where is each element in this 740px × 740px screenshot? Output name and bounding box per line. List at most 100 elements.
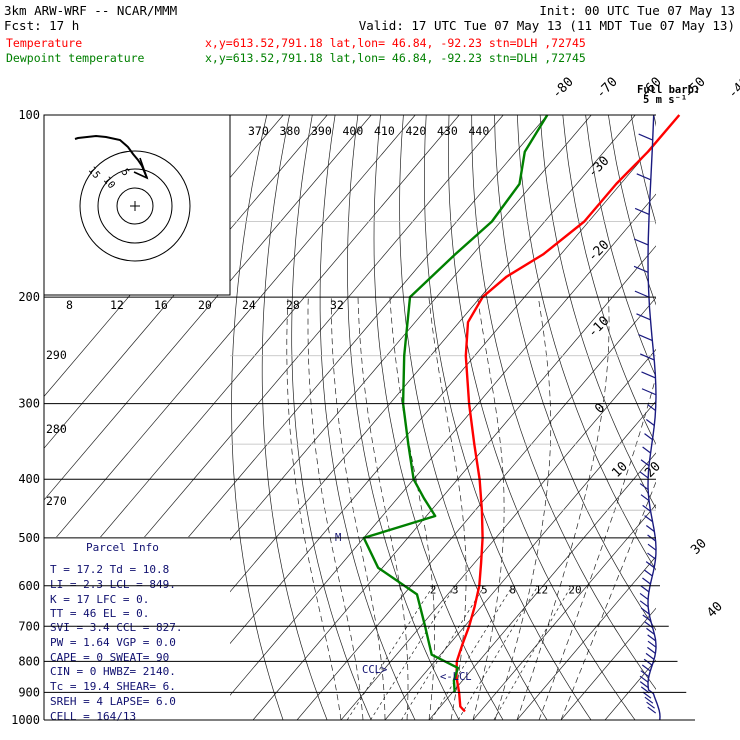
wind-barb-flag — [647, 543, 657, 551]
dry-adiabat-line — [231, 115, 284, 720]
mixing-ratio-line — [346, 585, 434, 720]
moist-adiabat-line — [307, 297, 364, 720]
isotherm-label: 40 — [704, 599, 726, 621]
temperature-location-info: x,y=613.52,791.18 lat,lon= 46.84, -92.23… — [205, 36, 586, 50]
isotherm-label: -70 — [593, 75, 620, 102]
dry-adiabat-line — [373, 115, 504, 720]
isotherm-line — [516, 555, 656, 720]
wind-barb-flag — [639, 483, 649, 491]
wind-barb-flag — [638, 334, 653, 342]
isotherm-label: 10 — [609, 459, 631, 481]
parcel-row: SREH = 4 LAPSE= 6.0 — [50, 695, 176, 708]
parcel-row: PW = 1.64 VGP = 0.0 — [50, 636, 176, 649]
hodograph-ring — [116, 187, 154, 225]
isotherm-line — [44, 115, 460, 605]
dry-adiabat-line — [319, 115, 416, 720]
hodograph-trace-end — [133, 157, 149, 180]
dry-adiabat-line — [261, 115, 328, 720]
dry-adiabat-line — [494, 115, 656, 631]
isotherm-line — [44, 115, 372, 501]
parcel-row: K = 17 LFC = 0. — [50, 593, 149, 606]
barb-legend-title: Full barb: — [637, 84, 700, 96]
wind-barb-flag — [643, 658, 653, 666]
wind-barb-flag — [641, 664, 651, 672]
theta-label: 440 — [469, 124, 490, 138]
dry-adiabat-line — [585, 115, 656, 378]
forecast-hour: Fcst: 17 h — [4, 18, 79, 33]
wind-barb-flag — [640, 585, 650, 593]
mixing-ratio-label: 5 — [481, 583, 488, 596]
pressure-label: 800 — [18, 654, 40, 668]
init-time: Init: 00 UTC Tue 07 May 13 — [539, 3, 735, 18]
parcel-row: CAPE = 0 SWEAT= 90 — [50, 651, 169, 664]
wind-barb-flag — [642, 446, 651, 454]
moist-adiabat-line — [286, 297, 342, 720]
isotherm-line — [384, 400, 656, 720]
hodograph-ring — [97, 168, 173, 244]
parcel-row: TT = 46 EL = 0. — [50, 607, 149, 620]
isotherm-label: -80 — [549, 75, 576, 102]
theta-label: 270 — [46, 494, 67, 508]
wind-barb-flag — [646, 701, 655, 709]
pressure-label: 700 — [18, 619, 40, 633]
theta-label: 400 — [343, 124, 364, 138]
wind-barb-flag — [645, 561, 655, 569]
wind-barb-flag — [647, 646, 656, 654]
hodograph-speed-label: 16 — [154, 298, 168, 312]
parcel-row: CELL = 164/13 — [50, 710, 136, 723]
wind-barb-flag — [647, 706, 657, 714]
wind-barbs — [633, 114, 661, 721]
lcl-marker: <-LCL — [440, 671, 472, 683]
dry-adiabat-line — [471, 115, 656, 690]
wind-barb-flag — [634, 290, 650, 298]
dry-adiabat-line — [448, 115, 636, 720]
wind-barb-flag — [642, 614, 652, 622]
hodograph-speed-label: 8 — [66, 298, 73, 312]
wind-barb-flag — [642, 504, 651, 512]
isotherm-label: -20 — [585, 238, 612, 265]
dry-adiabat-line — [347, 115, 460, 720]
temperature-legend-label: Temperature — [6, 36, 82, 50]
wind-barb-flag — [644, 515, 653, 523]
moist-adiabat-line — [516, 297, 610, 720]
isotherm-line — [472, 504, 656, 720]
wind-barb-flag — [633, 265, 649, 273]
wind-barb-flag — [644, 433, 653, 441]
moist-adiabat-line — [494, 297, 552, 720]
dry-adiabat-line — [722, 115, 740, 733]
wind-barb-flag — [645, 652, 655, 660]
wind-barb-flag — [644, 696, 654, 704]
theta-label: 410 — [374, 124, 395, 138]
isotherm-line — [252, 245, 656, 720]
wind-barb-flag — [634, 207, 650, 215]
dewpoint-profile-line — [362, 114, 549, 693]
pressure-label: 500 — [18, 531, 40, 545]
wind-barb-flag — [647, 552, 656, 560]
wind-barb-flag — [640, 670, 650, 678]
mixing-ratio-label: 20 — [568, 583, 581, 596]
valid-time: Valid: 17 UTC Tue 07 May 13 (11 MDT Tue … — [359, 18, 735, 33]
wind-barb-flag — [643, 569, 653, 577]
theta-label: 370 — [248, 124, 269, 138]
mixing-ratio-label: 2 — [430, 583, 437, 596]
dewpoint-legend-label: Dewpoint temperature — [6, 51, 145, 65]
isotherm-line — [428, 452, 656, 720]
parcel-row: SVI = 3.4 CCL = 827. — [50, 621, 182, 634]
mixing-ratio-line — [493, 585, 572, 720]
moist-adiabat-line — [330, 297, 386, 720]
dry-adiabat-line — [291, 115, 372, 720]
hodograph-frame — [43, 114, 231, 296]
isotherm-line — [44, 115, 416, 553]
wind-barb-flag — [642, 577, 651, 585]
wind-barb-flag — [639, 675, 649, 683]
parcel-info-title: Parcel Info — [86, 541, 159, 554]
isotherm-line — [44, 115, 328, 449]
dewpoint-location-info: x,y=613.52,791.18 lat,lon= 46.84, -92.23… — [205, 51, 586, 65]
pressure-label: 900 — [18, 685, 40, 699]
wind-barb-flag — [642, 691, 652, 699]
ccl-marker: CCL> — [362, 664, 387, 676]
parcel-row: LI = 2.3 LCL = 849. — [50, 578, 176, 591]
wind-barb-flag — [636, 173, 651, 181]
wind-barb-staff — [647, 114, 661, 721]
